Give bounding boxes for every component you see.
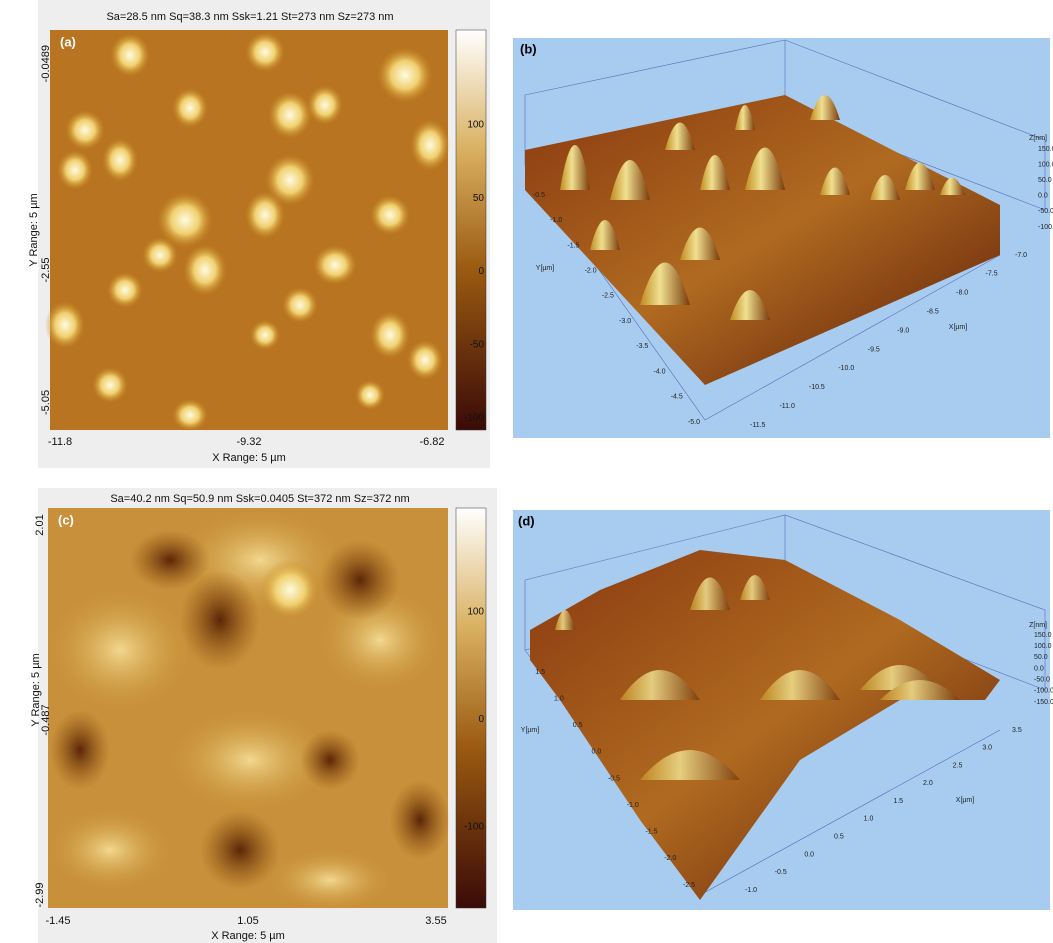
stats: Sa=28.5 nm Sq=38.3 nm Ssk=1.21 St=273 nm…: [106, 11, 393, 23]
axis-tick: 150.0: [1038, 146, 1053, 153]
axis-tick: -1.0: [745, 887, 757, 894]
axis-tick: 2.0: [923, 780, 933, 787]
y-tick: -2.99: [34, 882, 46, 907]
colorbar-tick: 100: [467, 607, 484, 618]
axis-tick: 1.5: [893, 798, 903, 805]
axis-tick: -10.5: [809, 384, 825, 391]
axis-tick: 150.0: [1034, 632, 1052, 639]
axis-tick: 1.0: [864, 816, 874, 823]
axis-tick: 50.0: [1034, 654, 1048, 661]
y-tick: -0.0489: [40, 45, 52, 82]
axis-tick: 1.5: [535, 669, 545, 676]
y-tick: -0.487: [40, 704, 52, 735]
panel-label: (c): [58, 512, 74, 527]
colorbar: [456, 508, 486, 908]
axis-tick: -9.5: [868, 346, 880, 353]
axis-tick: -1.0: [550, 217, 562, 224]
panel-d: (d) 1.5 1.0 0.5 0.0 -0.5 -1.0 -1.5 -2.0 -2.5 3.5 3…: [513, 510, 1053, 910]
x-tick: -1.45: [45, 915, 70, 927]
panel-label: (a): [60, 34, 76, 49]
axis-tick: -8.0: [956, 290, 968, 297]
axis-tick: -1.0: [627, 802, 639, 809]
axis-tick: -0.5: [775, 869, 787, 876]
colorbar-tick: -100: [464, 413, 484, 424]
x-label: X Range: 5 µm: [212, 452, 286, 464]
panel-b: (b) -0.5 -1.0 -1.5 -2.0 -2.5 -3.0 -3.5 -4.0 -4.5…: [513, 38, 1053, 438]
colorbar-tick: 100: [467, 120, 484, 131]
x-tick: 3.55: [425, 915, 446, 927]
stats: Sa=40.2 nm Sq=50.9 nm Ssk=0.0405 St=372 …: [110, 493, 409, 505]
axis-tick: -1.5: [567, 242, 579, 249]
axis-tick: -2.0: [585, 268, 597, 275]
axis-tick: 0.0: [1038, 193, 1048, 200]
axis-tick: -50.0: [1038, 208, 1053, 215]
axis-tick: -0.5: [608, 775, 620, 782]
axis-label: Y[µm]: [536, 265, 554, 272]
y-tick: 2.01: [34, 514, 46, 535]
axis-tick: -10.0: [838, 365, 854, 372]
axis-tick: -4.5: [671, 394, 683, 401]
colorbar: [456, 30, 486, 430]
panel-a: (a) Sa=28.5 nm Sq=38.3 nm Ssk=1.21 St=27…: [28, 0, 490, 468]
axis-tick: -2.5: [602, 293, 614, 300]
figure: (a) Sa=28.5 nm Sq=38.3 nm Ssk=1.21 St=27…: [0, 0, 1053, 943]
axis-tick: -1.5: [645, 829, 657, 836]
axis-label: X[µm]: [956, 797, 974, 804]
axis-label: X[µm]: [949, 324, 967, 331]
y-tick: -5.05: [40, 390, 52, 415]
axis-tick: 100.0: [1038, 161, 1053, 168]
y-label: Y Range: 5 µm: [28, 193, 40, 266]
axis-label: Z[nm]: [1029, 135, 1047, 142]
axis-tick: -100.0: [1038, 224, 1053, 231]
colorbar-tick: -100: [464, 822, 484, 833]
axis-tick: -3.5: [636, 343, 648, 350]
x-tick: -11.8: [48, 436, 72, 448]
x-tick: 1.05: [237, 915, 258, 927]
axis-tick: 1.0: [554, 695, 564, 702]
axis-tick: -8.5: [927, 309, 939, 316]
x-label: X Range: 5 µm: [211, 930, 285, 942]
axis-tick: -7.5: [986, 271, 998, 278]
axis-tick: -9.0: [897, 327, 909, 334]
colorbar-tick: 0: [478, 266, 484, 277]
colorbar-tick: 0: [478, 714, 484, 725]
axis-tick: 100.0: [1034, 643, 1052, 650]
y-tick: -2.55: [40, 257, 52, 282]
colorbar-tick: -50: [470, 339, 485, 350]
axis-tick: -50.0: [1034, 677, 1050, 684]
x-tick: -9.32: [236, 436, 261, 448]
panel-c: (c) Sa=40.2 nm Sq=50.9 nm Ssk=0.0405 St=…: [30, 488, 497, 943]
axis-tick: -100.0: [1034, 688, 1053, 695]
axis-label: Y[µm]: [521, 727, 539, 734]
axis-tick: -5.0: [688, 419, 700, 426]
axis-tick: 0.5: [573, 722, 583, 729]
axis-tick: -7.0: [1015, 252, 1027, 259]
axis-tick: 3.0: [982, 745, 992, 752]
panel-label: (d): [518, 513, 535, 528]
axis-tick: 2.5: [953, 762, 963, 769]
axis-tick: 50.0: [1038, 177, 1052, 184]
axis-tick: -0.5: [533, 192, 545, 199]
axis-tick: 0.5: [834, 834, 844, 841]
axis-tick: -11.0: [779, 403, 795, 410]
x-tick: -6.82: [419, 436, 444, 448]
colorbar-tick: 50: [473, 193, 485, 204]
axis-tick: -150.0: [1034, 699, 1053, 706]
axis-tick: 0.0: [804, 851, 814, 858]
axis-tick: 3.5: [1012, 727, 1022, 734]
axis-tick: 0.0: [1034, 665, 1044, 672]
axis-label: Z[nm]: [1029, 622, 1047, 629]
panel-label: (b): [520, 41, 537, 56]
axis-tick: -2.0: [664, 855, 676, 862]
axis-tick: 0.0: [592, 749, 602, 756]
axis-tick: -2.5: [683, 882, 695, 889]
axis-tick: -11.5: [750, 422, 766, 429]
axis-tick: -4.0: [653, 368, 665, 375]
axis-tick: -3.0: [619, 318, 631, 325]
